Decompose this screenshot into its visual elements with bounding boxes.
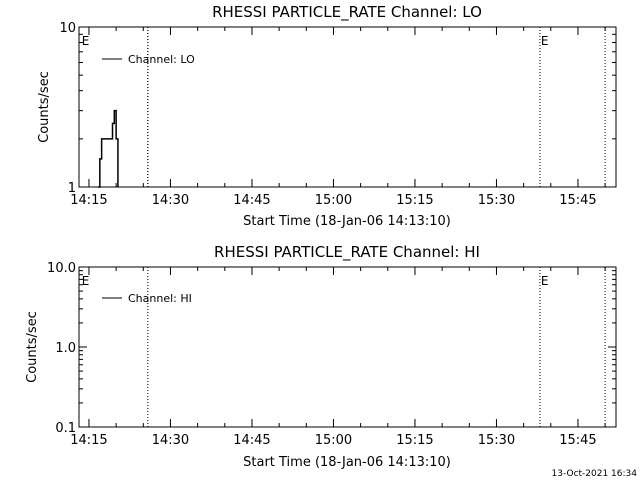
panel-lo-xlabel: Start Time (18-Jan-06 14:13:10) (243, 214, 451, 229)
panel-lo-axes: 14:15 14:30 14:45 15:00 15:15 15:30 15:45 1 10 (59, 21, 616, 208)
eclipse-marker: E (82, 274, 90, 288)
x-tick-label: 14:15 (70, 433, 107, 448)
x-tick-label: 15:15 (396, 433, 433, 448)
x-tick-label: 15:30 (478, 193, 515, 208)
panel-lo-title: RHESSI PARTICLE_RATE Channel: LO (212, 3, 482, 22)
eclipse-marker: E (541, 34, 549, 48)
panel-lo-event-lines (147, 27, 606, 187)
y-tick-label: 1.0 (55, 341, 76, 356)
panel-lo-ylabel: Counts/sec (37, 71, 52, 143)
eclipse-marker: E (541, 274, 549, 288)
x-tick-label: 14:30 (152, 433, 189, 448)
panel-lo: RHESSI PARTICLE_RATE Channel: LO 14:15 14… (37, 3, 617, 229)
y-tick-label: 1 (68, 181, 76, 196)
panel-hi-xlabel: Start Time (18-Jan-06 14:13:10) (243, 455, 451, 470)
panel-hi: RHESSI PARTICLE_RATE Channel: HI 14:15 14… (25, 243, 617, 470)
eclipse-marker: E (82, 34, 90, 48)
panel-hi-ylabel: Counts/sec (25, 311, 40, 383)
x-tick-label: 15:45 (559, 433, 596, 448)
panel-lo-legend-label: Channel: LO (128, 53, 195, 66)
x-tick-label: 15:45 (559, 193, 596, 208)
panel-hi-event-lines (147, 267, 606, 427)
y-tick-label: 0.1 (55, 421, 76, 436)
x-tick-label: 15:30 (478, 433, 515, 448)
panel-hi-title: RHESSI PARTICLE_RATE Channel: HI (214, 243, 480, 262)
footer-timestamp: 13-Oct-2021 16:34 (552, 469, 638, 479)
x-tick-label: 14:30 (152, 193, 189, 208)
x-tick-label: 15:00 (315, 433, 352, 448)
x-tick-label: 14:15 (70, 193, 107, 208)
x-tick-label: 14:45 (233, 193, 270, 208)
panel-lo-plot-frame (78, 26, 617, 188)
x-tick-label: 15:00 (315, 193, 352, 208)
y-tick-label: 10 (59, 21, 76, 36)
x-tick-label: 14:45 (233, 433, 270, 448)
x-tick-label: 15:15 (396, 193, 433, 208)
panel-hi-legend-label: Channel: HI (128, 292, 192, 305)
panel-lo-series-line (98, 109, 119, 188)
y-tick-label: 10.0 (47, 261, 76, 276)
panel-hi-plot-frame (78, 266, 617, 428)
panel-hi-axes: 14:15 14:30 14:45 15:00 15:15 15:30 15:45 0.1 1.… (47, 261, 616, 448)
